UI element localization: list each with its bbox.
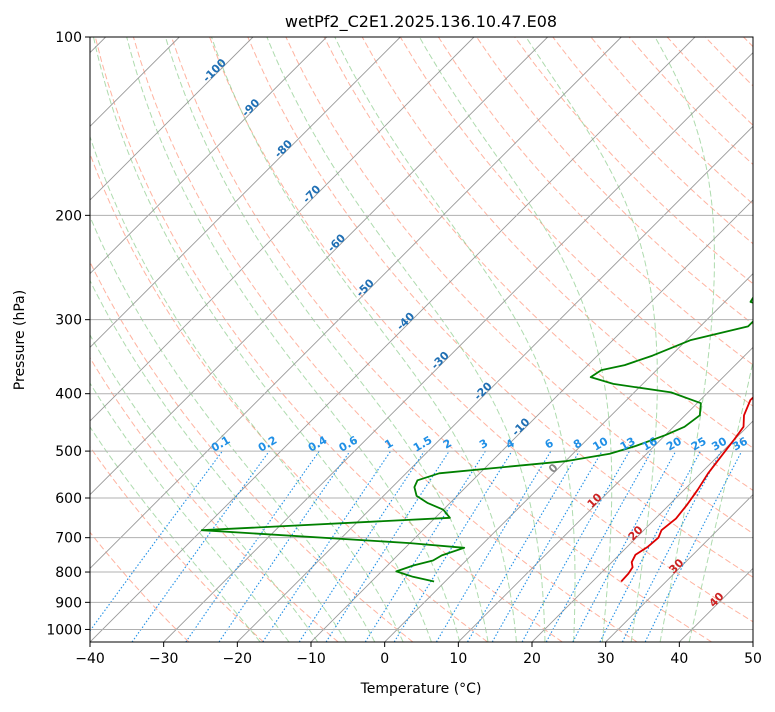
y-tick-label: 800 — [55, 565, 82, 581]
x-tick-label: −30 — [149, 651, 179, 667]
y-tick-label: 400 — [55, 387, 82, 403]
x-axis-label: Temperature (°C) — [360, 681, 482, 697]
y-axis-label: Pressure (hPa) — [12, 290, 28, 390]
x-tick-label: 30 — [597, 651, 615, 667]
x-tick-label: 10 — [449, 651, 467, 667]
y-tick-label: 700 — [55, 531, 82, 547]
y-tick-label: 900 — [55, 595, 82, 611]
x-tick-label: 0 — [380, 651, 389, 667]
x-tick-label: 50 — [744, 651, 762, 667]
y-tick-label: 300 — [55, 313, 82, 329]
x-tick-label: 20 — [523, 651, 541, 667]
x-tick-label: −40 — [75, 651, 105, 667]
x-tick-label: −20 — [223, 651, 253, 667]
chart-title: wetPf2_C2E1.2025.136.10.47.E08 — [285, 12, 557, 32]
y-tick-label: 200 — [55, 208, 82, 224]
x-tick-label: −10 — [296, 651, 326, 667]
y-tick-label: 500 — [55, 444, 82, 460]
y-tick-label: 600 — [55, 491, 82, 507]
y-tick-label: 1000 — [46, 622, 82, 638]
x-tick-label: 40 — [670, 651, 688, 667]
y-tick-label: 100 — [55, 30, 82, 46]
